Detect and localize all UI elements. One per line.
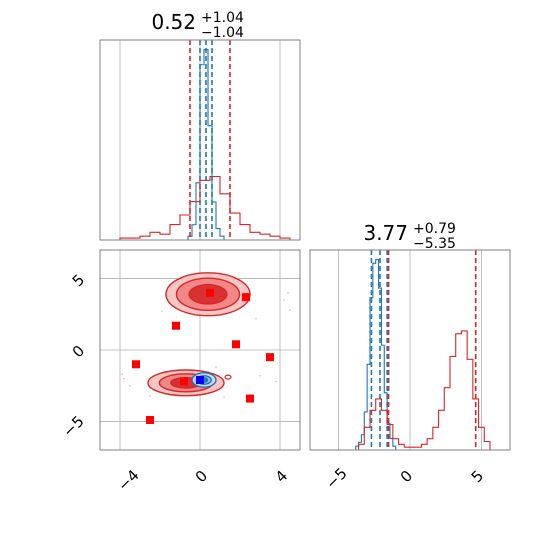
marker-square-red — [232, 340, 240, 349]
marker-square-red — [206, 288, 214, 297]
xtick-label: 0 — [397, 467, 416, 486]
scatter-point — [123, 377, 125, 380]
marker-square-red — [146, 416, 154, 424]
xtick-label: 0 — [192, 467, 211, 486]
marker-square-red — [180, 377, 188, 386]
scatter-point — [283, 299, 285, 301]
scatter-point — [149, 394, 151, 397]
ytick-label: −5 — [59, 412, 87, 440]
xtick-label: −5 — [322, 464, 350, 492]
scatter-point — [161, 310, 163, 313]
title-param0-value: 0.52 — [151, 10, 196, 34]
marker-square-red — [246, 394, 254, 403]
scatter-point — [255, 317, 257, 320]
marker-square-red — [242, 293, 250, 302]
scatter-point — [275, 380, 277, 383]
marker-square-blue — [196, 376, 204, 384]
axes-frame — [99, 249, 301, 451]
scatter-point — [121, 373, 123, 376]
contour-level — [224, 374, 232, 380]
histogram-red — [119, 175, 291, 240]
scatter-point — [215, 366, 217, 368]
panel-param0-vs-param1 — [99, 249, 301, 451]
marker-square-red — [266, 353, 274, 362]
axes-frame — [309, 249, 511, 451]
ytick-label: 5 — [69, 271, 88, 290]
xtick-label: 5 — [468, 467, 487, 486]
scatter-point — [259, 374, 261, 377]
panel-param0-marginal — [99, 39, 301, 241]
histogram-red — [358, 330, 491, 450]
panel-param1-marginal — [309, 249, 511, 451]
histogram-blue — [355, 258, 397, 450]
title-param0-minus: −1.04 — [201, 25, 244, 41]
scatter-point — [289, 309, 291, 311]
title-param0-plus: +1.04 — [201, 10, 244, 26]
xtick-label: −4 — [114, 466, 142, 494]
title-param1-plus: +0.79 — [413, 221, 456, 237]
marker-square-red — [172, 321, 180, 330]
axes-frame — [99, 39, 301, 241]
xtick-label: 4 — [272, 467, 291, 486]
scatter-point — [287, 292, 289, 294]
title-param1-minus: −5.35 — [413, 236, 456, 252]
title-param1-value: 3.77 — [363, 221, 408, 245]
ytick-label: 0 — [69, 342, 88, 361]
scatter-point — [129, 384, 131, 387]
marker-square-red — [132, 360, 140, 369]
scatter-point — [223, 396, 225, 398]
